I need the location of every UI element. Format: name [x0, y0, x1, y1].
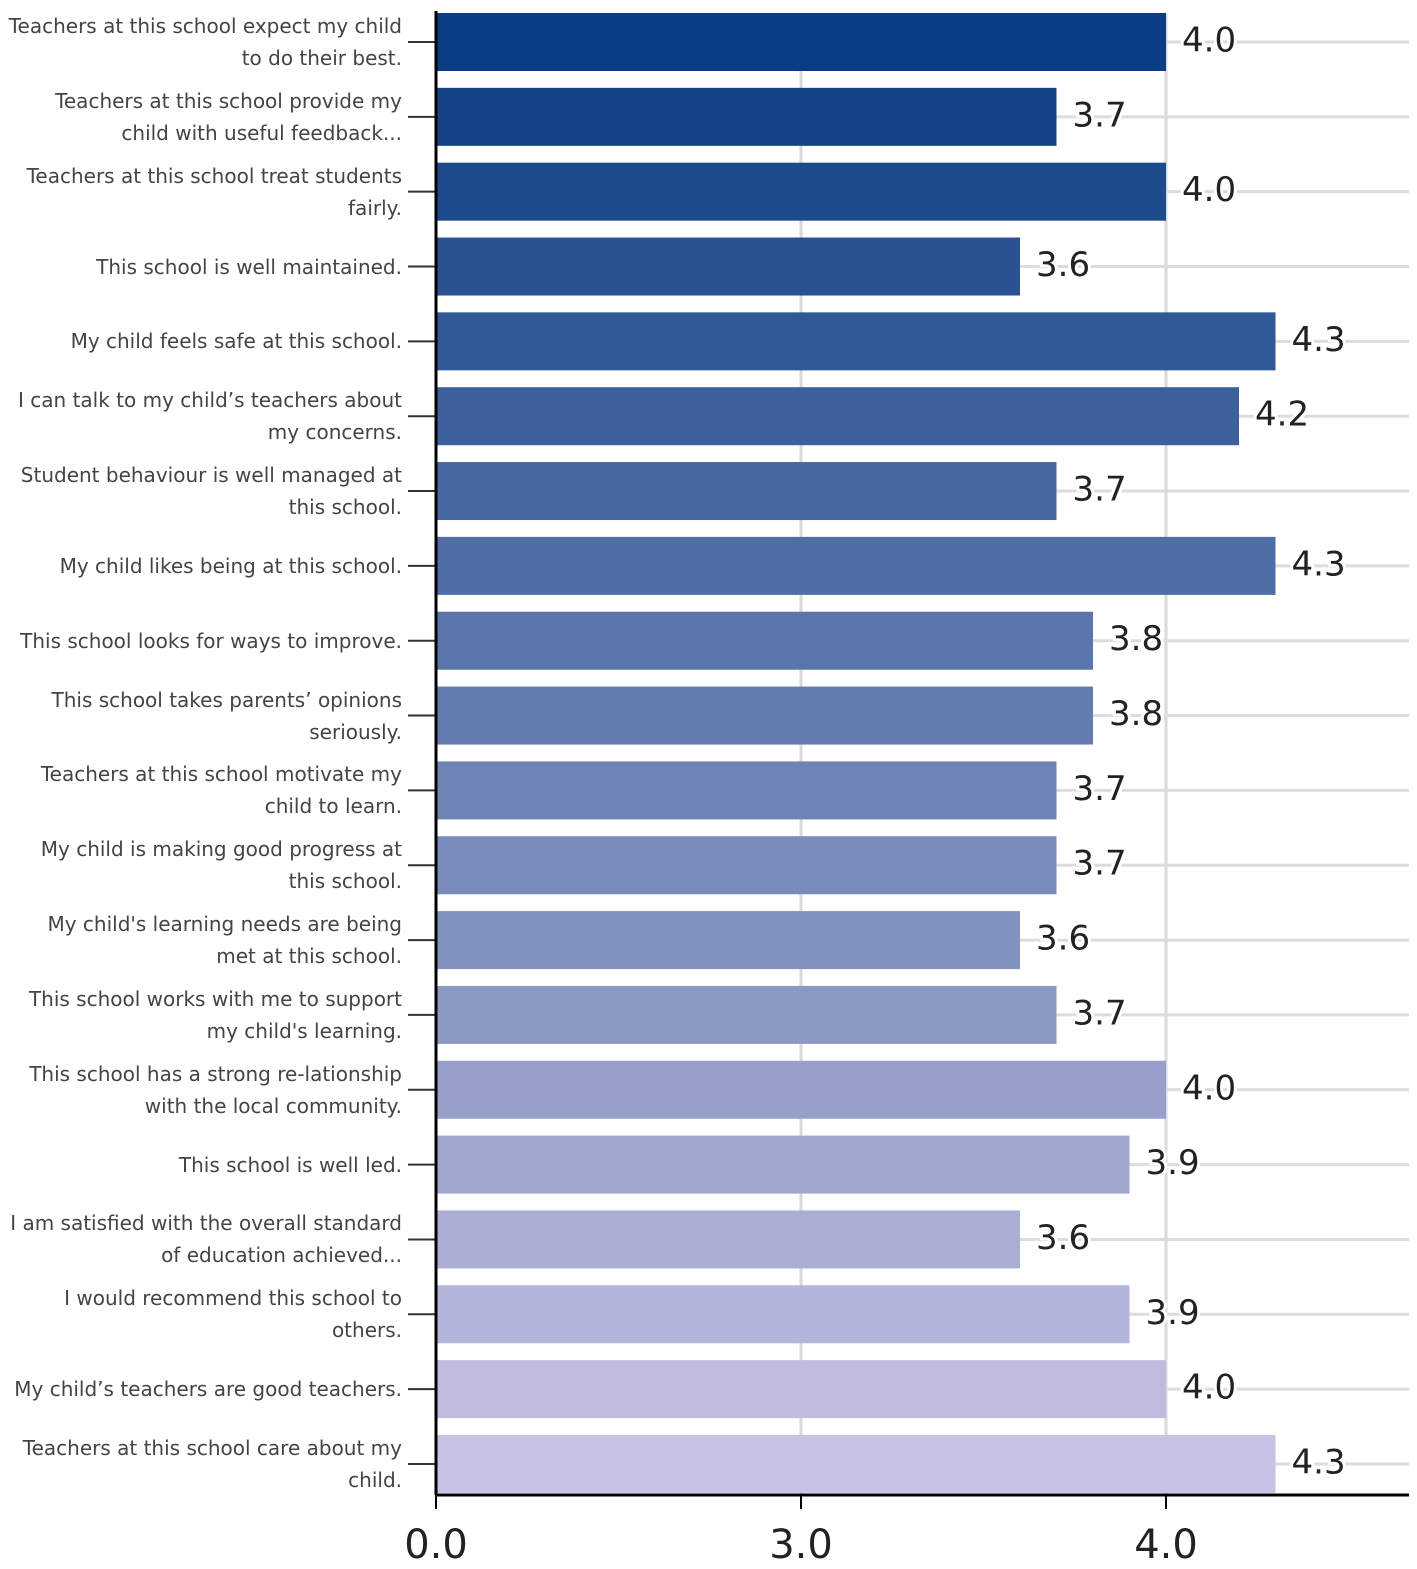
bar: [436, 686, 1093, 745]
category-label: My child is making good progress at this…: [40, 837, 402, 894]
category-label: I can talk to my child’s teachers about …: [18, 388, 402, 445]
category-label: My child’s teachers are good teachers.: [14, 1377, 402, 1402]
value-label: 3.7: [1073, 470, 1127, 510]
value-label: 3.7: [1073, 769, 1127, 809]
value-label: 4.3: [1292, 1442, 1346, 1482]
value-label: 3.7: [1073, 844, 1127, 884]
category-label: Teachers at this school expect my child …: [8, 14, 402, 70]
bar: [436, 611, 1093, 670]
value-label: 4.3: [1292, 544, 1346, 584]
category-label: This school works with me to support my …: [28, 986, 402, 1043]
category-label: This school looks for ways to improve.: [20, 628, 402, 653]
bar: [436, 162, 1166, 221]
value-label: 4.0: [1182, 1068, 1236, 1108]
value-label: 3.6: [1036, 245, 1090, 285]
bar: [436, 1210, 1020, 1269]
category-label: This school takes parents’ opinions seri…: [51, 687, 403, 744]
category-label: My child feels safe at this school.: [70, 329, 402, 354]
value-label: 3.7: [1073, 95, 1127, 135]
value-label: 4.0: [1182, 1368, 1236, 1408]
bar: [436, 761, 1057, 820]
bar: [436, 985, 1057, 1044]
bar: [436, 536, 1276, 595]
bar: [436, 87, 1057, 146]
bar: [436, 1285, 1130, 1344]
category-label: This school is well maintained.: [96, 254, 402, 279]
category-label: Teachers at this school care about my ch…: [22, 1435, 402, 1492]
category-label: This school has a strong re-lationship w…: [29, 1061, 402, 1118]
value-label: 3.7: [1073, 993, 1127, 1033]
value-label: 4.2: [1255, 395, 1309, 435]
value-label: 3.9: [1146, 1293, 1200, 1333]
x-tick-label: 0.0: [404, 1522, 468, 1568]
value-label: 3.6: [1036, 919, 1090, 959]
category-label: Student behaviour is well managed at thi…: [20, 463, 402, 520]
bar: [436, 387, 1239, 446]
bar: [436, 836, 1057, 895]
bar: [436, 13, 1166, 71]
value-label: 3.6: [1036, 1218, 1090, 1258]
bar: [436, 1360, 1166, 1419]
bar: [436, 237, 1020, 296]
bar: [436, 1135, 1130, 1194]
value-label: 4.3: [1292, 320, 1346, 360]
bar: [436, 312, 1276, 371]
category-label: I would recommend this school to others.: [64, 1286, 402, 1343]
category-label: This school is well led.: [178, 1152, 402, 1177]
value-label: 3.8: [1109, 694, 1163, 734]
x-tick-label: 4.0: [1134, 1522, 1198, 1568]
x-tick-label: 3.0: [769, 1522, 833, 1568]
category-label: Teachers at this school provide my child…: [55, 88, 402, 145]
bar: [436, 911, 1020, 970]
category-label: I am satisfied with the overall standard…: [10, 1211, 402, 1268]
category-label: My child's learning needs are being met …: [47, 912, 402, 969]
value-label: 3.9: [1146, 1143, 1200, 1183]
category-label: My child likes being at this school.: [59, 553, 402, 578]
value-label: 4.0: [1182, 21, 1236, 61]
value-label: 3.8: [1109, 619, 1163, 659]
bar: [436, 462, 1057, 521]
category-label: Teachers at this school treat students f…: [26, 163, 402, 220]
bar: [436, 1434, 1276, 1493]
bar: [436, 1060, 1166, 1119]
value-label: 4.0: [1182, 170, 1236, 210]
category-label: Teachers at this school motivate my chil…: [40, 762, 402, 819]
